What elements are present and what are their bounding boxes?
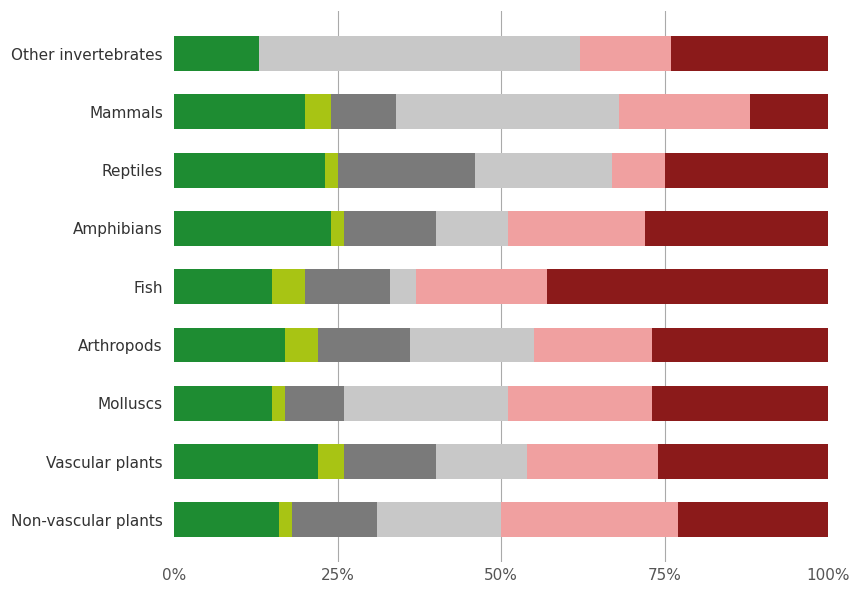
Bar <box>174 503 279 538</box>
Bar <box>174 327 285 362</box>
Bar <box>436 211 508 246</box>
Bar <box>645 211 828 246</box>
Bar <box>652 327 828 362</box>
Bar <box>292 503 377 538</box>
Bar <box>579 36 672 71</box>
Bar <box>285 327 318 362</box>
Bar <box>174 153 325 188</box>
Bar <box>285 386 344 421</box>
Bar <box>377 503 501 538</box>
Bar <box>665 153 828 188</box>
Bar <box>344 444 436 479</box>
Bar <box>658 444 828 479</box>
Bar <box>475 153 612 188</box>
Bar <box>174 444 318 479</box>
Bar <box>750 94 828 129</box>
Bar <box>174 386 272 421</box>
Bar <box>331 211 344 246</box>
Bar <box>527 444 658 479</box>
Bar <box>174 211 331 246</box>
Bar <box>174 94 305 129</box>
Bar <box>534 327 652 362</box>
Bar <box>416 269 547 304</box>
Bar <box>344 211 436 246</box>
Bar <box>410 327 534 362</box>
Bar <box>174 36 259 71</box>
Bar <box>174 269 272 304</box>
Bar <box>331 94 396 129</box>
Bar <box>652 386 828 421</box>
Bar <box>272 386 285 421</box>
Bar <box>344 386 508 421</box>
Bar <box>259 36 579 71</box>
Bar <box>436 444 527 479</box>
Bar <box>508 386 652 421</box>
Bar <box>612 153 665 188</box>
Bar <box>619 94 750 129</box>
Bar <box>508 211 645 246</box>
Bar <box>390 269 416 304</box>
Bar <box>318 327 410 362</box>
Bar <box>672 36 828 71</box>
Bar <box>325 153 338 188</box>
Bar <box>305 269 390 304</box>
Bar <box>501 503 678 538</box>
Bar <box>547 269 828 304</box>
Bar <box>318 444 344 479</box>
Bar <box>396 94 619 129</box>
Bar <box>272 269 305 304</box>
Bar <box>279 503 292 538</box>
Bar <box>305 94 331 129</box>
Bar <box>338 153 475 188</box>
Bar <box>678 503 828 538</box>
